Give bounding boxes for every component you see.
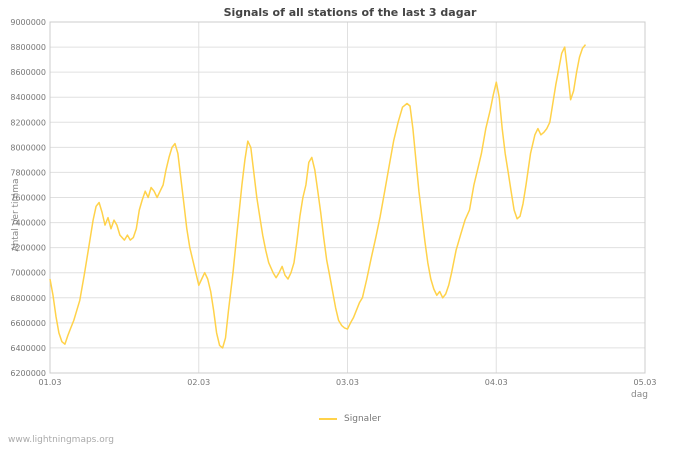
svg-text:8800000: 8800000 xyxy=(10,43,46,52)
svg-text:6800000: 6800000 xyxy=(10,294,46,303)
svg-text:05.03: 05.03 xyxy=(634,378,657,387)
legend: Signaler xyxy=(0,414,700,424)
watermark-link[interactable]: www.lightningmaps.org xyxy=(8,435,114,445)
line-chart: 6200000 6400000 6600000 6800000 7000000 72000… xyxy=(10,18,657,387)
svg-text:02.03: 02.03 xyxy=(187,378,210,387)
svg-text:6600000: 6600000 xyxy=(10,319,46,328)
svg-text:8600000: 8600000 xyxy=(10,68,46,77)
svg-text:7000000: 7000000 xyxy=(10,269,46,278)
chart-title: Signals of all stations of the last 3 da… xyxy=(223,6,477,19)
svg-text:6400000: 6400000 xyxy=(10,344,46,353)
svg-text:7400000: 7400000 xyxy=(10,219,46,228)
svg-text:04.03: 04.03 xyxy=(485,378,508,387)
legend-label-signaler: Signaler xyxy=(344,414,381,424)
svg-text:9000000: 9000000 xyxy=(10,18,46,27)
svg-text:8400000: 8400000 xyxy=(10,93,46,102)
svg-text:8000000: 8000000 xyxy=(10,143,46,152)
svg-text:01.03: 01.03 xyxy=(39,378,62,387)
svg-text:6200000: 6200000 xyxy=(10,369,46,378)
svg-text:03.03: 03.03 xyxy=(336,378,359,387)
svg-text:7800000: 7800000 xyxy=(10,168,46,177)
legend-swatch-signaler xyxy=(319,418,338,420)
svg-text:8200000: 8200000 xyxy=(10,118,46,127)
x-axis-label: dag xyxy=(631,390,648,400)
svg-text:7200000: 7200000 xyxy=(10,244,46,253)
svg-text:7600000: 7600000 xyxy=(10,194,46,203)
